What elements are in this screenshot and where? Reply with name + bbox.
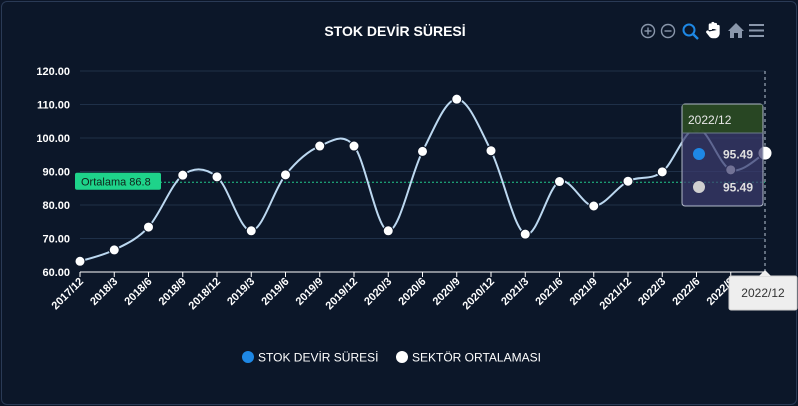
x-tick-label: 2019/6 [259, 276, 291, 308]
y-tick-label: 120.00 [36, 66, 70, 78]
legend-marker [396, 351, 408, 363]
x-tick-label: 2022/6 [670, 276, 702, 308]
y-tick-label: 70.00 [42, 234, 70, 246]
selection-zoom-icon[interactable] [682, 23, 699, 40]
data-point[interactable] [280, 169, 291, 181]
data-point[interactable] [348, 140, 360, 152]
data-point[interactable] [588, 200, 600, 212]
crosshair-label: 2022/12 [741, 286, 785, 300]
y-tick-label: 80.00 [42, 200, 70, 212]
tooltip-value: 95.49 [723, 148, 753, 162]
x-tick-label: 2020/9 [431, 276, 463, 308]
legend-item-sektor-ortalamasi[interactable]: SEKTÖR ORTALAMASI [396, 351, 541, 365]
average-line-group: Ortalama 86.8 [75, 172, 765, 190]
x-tick-label: 2021/9 [568, 276, 600, 308]
x-tick-label: 2019/9 [294, 276, 326, 308]
tooltip: 2022/12 95.49 95.49 2022/12 [681, 103, 798, 311]
data-point[interactable] [554, 176, 565, 188]
y-tick-label: 90.00 [42, 167, 70, 179]
x-tick-label: 2017/12 [50, 276, 87, 313]
data-point[interactable] [485, 145, 497, 157]
average-label: Ortalama 86.8 [81, 177, 151, 189]
y-tick-label: 100.00 [36, 133, 70, 145]
data-point[interactable] [177, 169, 189, 181]
x-tick-label: 2018/9 [157, 276, 189, 308]
x-tick-label: 2018/12 [187, 276, 224, 313]
data-point[interactable] [74, 255, 86, 267]
zoom-out-icon[interactable] [660, 23, 676, 39]
average-label-background [75, 172, 161, 190]
home-reset-icon[interactable] [728, 23, 744, 38]
y-axis: 60.00 70.00 80.00 90.00 100.00 110.00 120.00 [36, 66, 70, 279]
legend-label: SEKTÖR ORTALAMASI [412, 351, 541, 365]
tooltip-marker [693, 181, 705, 193]
data-point[interactable] [314, 140, 326, 152]
data-point[interactable] [519, 228, 531, 240]
legend-marker [242, 351, 254, 363]
y-tick-label: 110.00 [37, 100, 70, 112]
tooltip-marker [693, 148, 705, 160]
data-point[interactable] [382, 225, 394, 237]
data-point[interactable] [143, 221, 154, 233]
series-group [74, 93, 773, 267]
data-point[interactable] [108, 244, 120, 256]
zoom-in-icon[interactable] [640, 23, 656, 39]
data-point[interactable] [245, 225, 257, 237]
x-tick-label: 2018/3 [88, 276, 120, 308]
legend: STOK DEVİR SÜRESİ SEKTÖR ORTALAMASI [242, 351, 541, 365]
chart-toolbar [640, 21, 764, 40]
x-tick-label: 2021/3 [499, 276, 531, 308]
menu-icon[interactable] [749, 24, 764, 37]
x-tick-label: 2022/3 [636, 276, 668, 308]
x-tick-label: 2019/3 [225, 276, 257, 308]
legend-label: STOK DEVİR SÜRESİ [258, 351, 378, 365]
y-tick-label: 60.00 [42, 267, 70, 279]
data-point[interactable] [417, 145, 428, 157]
crosshair-label-pointer [759, 270, 771, 276]
x-tick-label: 2020/12 [461, 276, 498, 313]
x-tick-label: 2018/6 [122, 276, 154, 308]
x-tick-label: 2021/6 [533, 276, 565, 308]
tooltip-header [682, 104, 763, 133]
x-tick-label: 2020/3 [362, 276, 394, 308]
data-point[interactable] [622, 175, 634, 187]
chart-title: STOK DEVİR SÜRESİ [324, 23, 465, 39]
x-tick-label: 2020/6 [396, 276, 428, 308]
x-tick-label: 2021/12 [598, 276, 635, 313]
legend-item-stok-devir[interactable]: STOK DEVİR SÜRESİ [242, 351, 378, 365]
data-point[interactable] [211, 171, 223, 183]
grid-lines [80, 70, 766, 272]
data-point[interactable] [451, 93, 463, 105]
x-tick-label: 2019/12 [324, 276, 361, 313]
data-point[interactable] [656, 166, 668, 178]
tooltip-title: 2022/12 [688, 113, 732, 127]
tooltip-value: 95.49 [723, 181, 753, 195]
pan-hand-icon[interactable] [706, 21, 720, 39]
